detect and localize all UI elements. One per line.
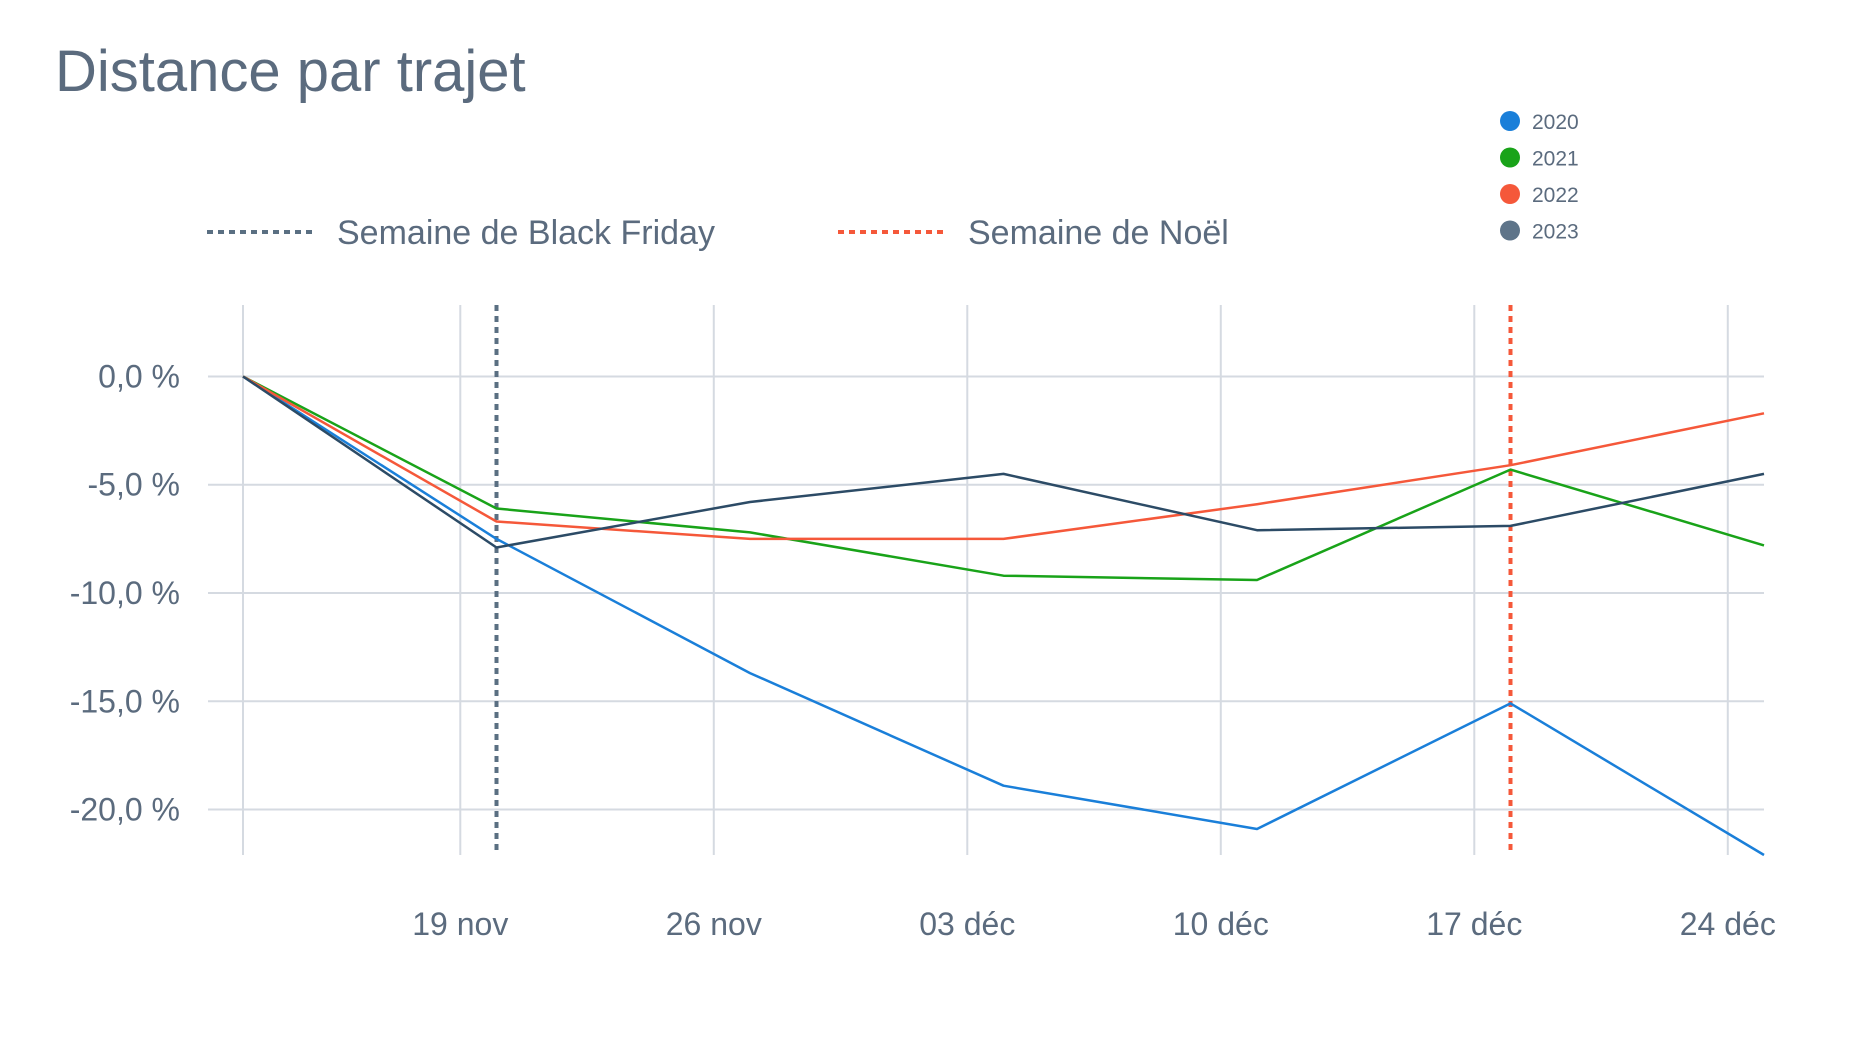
y-tick-label: -5,0 %	[88, 467, 180, 503]
reference-legend: Semaine de Black Friday Semaine de Noël	[207, 214, 1229, 252]
y-tick-label: -15,0 %	[70, 683, 180, 719]
legend-label: 2022	[1532, 184, 1579, 207]
legend-label: 2021	[1532, 148, 1579, 171]
y-tick-label: -10,0 %	[70, 575, 180, 611]
series-line	[242, 375, 1765, 541]
x-tick-label: 26 nov	[666, 906, 762, 942]
series-line	[242, 375, 1765, 582]
x-axis-ticks: 19 nov 26 nov 03 déc 10 déc 17 déc 24 déc	[412, 906, 1776, 942]
legend-label: 2023	[1532, 221, 1579, 244]
reference-lines	[494, 305, 1513, 855]
reference-legend-label: Semaine de Black Friday	[337, 214, 715, 252]
legend-dot	[1500, 147, 1520, 168]
series-legend: 2020 2021 2022 2023	[1500, 111, 1579, 244]
series-lines	[242, 375, 1765, 857]
x-tick-label: 24 déc	[1680, 906, 1776, 942]
x-tick-label: 03 déc	[919, 906, 1015, 942]
x-tick-label: 17 déc	[1426, 906, 1522, 942]
legend-dot	[1500, 220, 1520, 241]
reference-legend-label: Semaine de Noël	[968, 214, 1229, 252]
legend-dot	[1500, 111, 1520, 131]
x-tick-label: 19 nov	[412, 906, 508, 942]
y-tick-label: -20,0 %	[70, 792, 180, 828]
legend-dot	[1500, 184, 1520, 204]
x-tick-label: 10 déc	[1173, 906, 1269, 942]
y-axis-ticks: 0,0 % -5,0 % -10,0 % -15,0 % -20,0 %	[70, 358, 180, 827]
y-tick-label: 0,0 %	[98, 358, 180, 394]
chart-title: Distance par trajet	[55, 39, 526, 104]
grid	[208, 305, 1764, 855]
series-line	[242, 375, 1765, 857]
legend-label: 2020	[1532, 111, 1579, 134]
series-line	[242, 375, 1765, 549]
